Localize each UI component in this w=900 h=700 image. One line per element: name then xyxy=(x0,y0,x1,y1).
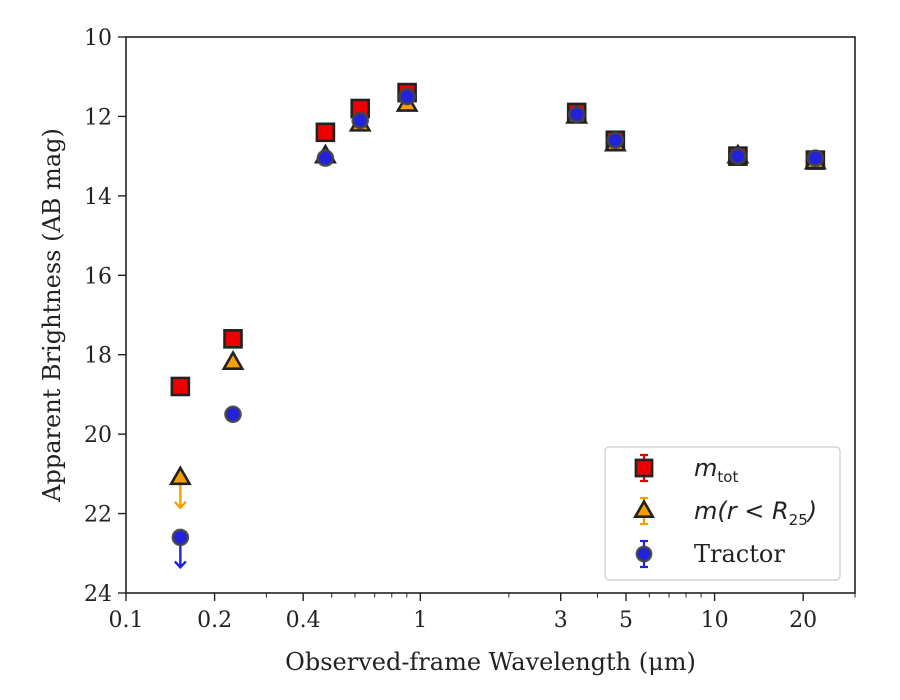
x-axis-label: Observed-frame Wavelength (μm) xyxy=(285,648,696,676)
data-point xyxy=(398,87,416,106)
marker-circle xyxy=(398,87,416,106)
data-point xyxy=(170,376,191,397)
upper-limit-arrow xyxy=(173,543,187,570)
data-point xyxy=(168,465,192,486)
legend-label: Tractor xyxy=(694,540,785,568)
x-tick-label: 3 xyxy=(554,608,568,633)
data-point xyxy=(806,149,825,167)
upper-limit-arrow xyxy=(173,483,187,510)
marker-circle xyxy=(729,147,747,165)
legend-marker xyxy=(633,498,655,519)
marker-circle xyxy=(171,528,190,547)
x-tick-label: 10 xyxy=(701,608,729,633)
y-tick-label: 12 xyxy=(84,105,112,130)
marker-circle xyxy=(316,149,335,167)
x-tick-label: 1 xyxy=(413,608,427,633)
marker-circle xyxy=(567,105,586,124)
arrow-head xyxy=(173,501,187,510)
data-point xyxy=(351,111,370,130)
x-tick-label: 0.2 xyxy=(197,608,232,633)
x-tick-label: 0.4 xyxy=(286,608,321,633)
data-point xyxy=(223,329,243,349)
series-2 xyxy=(171,87,825,570)
data-marks xyxy=(168,82,827,570)
marker-circle xyxy=(635,545,653,563)
y-tick-label: 20 xyxy=(84,423,112,448)
data-point xyxy=(316,149,335,167)
arrow-head xyxy=(173,560,187,570)
y-tick-label: 16 xyxy=(84,264,112,289)
legend: mtot m(r < R25) Tractor xyxy=(604,446,841,581)
x-tick-label: 5 xyxy=(619,608,633,633)
legend-label: m(r < R25) xyxy=(694,497,817,529)
legend-box xyxy=(604,446,841,581)
data-point xyxy=(567,105,586,124)
y-axis-label: Apparent Brightness (AB mag) xyxy=(38,128,66,503)
data-point xyxy=(171,528,190,547)
data-point xyxy=(221,350,245,370)
legend-label: mtot xyxy=(694,454,738,486)
data-point xyxy=(224,405,242,424)
data-point xyxy=(606,131,625,150)
axis-ticks: 0.1 0.2 0.4 1 3 5 10 20 10 12 14 16 18 20 22 24 xyxy=(84,26,856,633)
legend-marker xyxy=(634,458,654,478)
plot-frame xyxy=(125,36,856,594)
y-tick-label: 14 xyxy=(84,185,112,210)
data-point xyxy=(315,122,336,143)
marker-circle xyxy=(224,405,242,424)
series-0 xyxy=(170,82,826,397)
y-tick-label: 22 xyxy=(84,503,112,528)
y-tick-label: 24 xyxy=(84,582,112,607)
legend-marker xyxy=(635,545,653,563)
marker-circle xyxy=(351,111,370,130)
data-point xyxy=(729,147,747,165)
x-tick-label: 20 xyxy=(789,608,817,633)
marker-circle xyxy=(806,149,825,167)
y-tick-label: 10 xyxy=(84,26,112,51)
y-tick-label: 18 xyxy=(84,344,112,369)
x-tick-label: 0.1 xyxy=(109,608,144,633)
series-1 xyxy=(168,91,827,510)
marker-circle xyxy=(606,131,625,150)
